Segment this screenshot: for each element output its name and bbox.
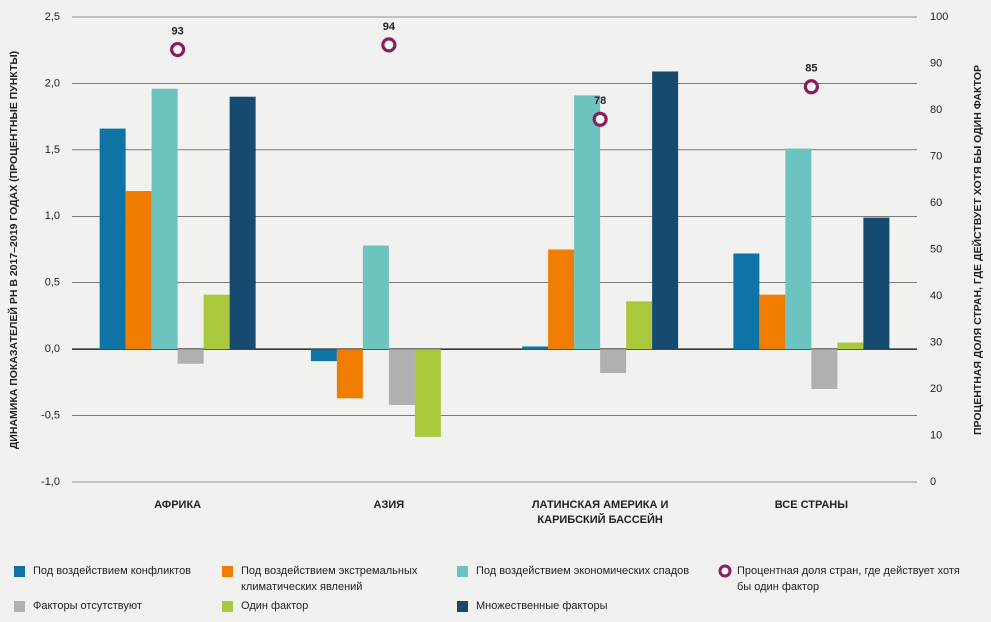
- x-tick-label: ЛАТИНСКАЯ АМЕРИКА И КАРИБСКИЙ БАССЕЙН: [531, 499, 669, 526]
- legend-label: Факторы отсутствуют: [33, 600, 142, 612]
- legend-label: Под воздействием конфликтов: [33, 565, 192, 577]
- y-tick-label: 0,5: [45, 277, 60, 289]
- y-tick-label: 0,0: [45, 343, 60, 355]
- y2-tick-label: 50: [930, 243, 942, 255]
- bar: [336, 349, 363, 399]
- bar: [151, 88, 178, 350]
- y2-tick-label: 90: [930, 57, 942, 69]
- bar: [785, 148, 812, 350]
- data-label: 85: [805, 63, 817, 75]
- percent-marker: [170, 41, 186, 58]
- bar: [811, 349, 838, 389]
- x-tick-label: АЗИЯ: [373, 499, 405, 511]
- y2-tick-label: 80: [930, 104, 942, 116]
- bar: [177, 349, 204, 364]
- y-tick-label: -1,0: [41, 476, 60, 488]
- bar: [362, 245, 389, 350]
- y-tick-label: -0,5: [41, 409, 60, 421]
- y2-tick-label: 0: [930, 476, 936, 488]
- y2-tick-label: 30: [930, 336, 942, 348]
- bar: [863, 217, 890, 350]
- y2-tick-label: 40: [930, 290, 942, 302]
- data-label: 93: [172, 25, 184, 37]
- y2-axis-label: ПРОЦЕНТНАЯ ДОЛЯ СТРАН, ГДЕ ДЕЙСТВУЕТ ХОТ…: [971, 65, 984, 435]
- percent-marker: [592, 111, 608, 127]
- y2-tick-label: 10: [930, 429, 942, 441]
- legend-marker: [718, 564, 732, 578]
- percent-marker: [381, 37, 397, 53]
- bar: [733, 253, 760, 350]
- legend-swatch: [457, 566, 468, 577]
- legend-swatch: [457, 601, 468, 612]
- legend-label: Процентная доля стран, где действует хот…: [737, 565, 960, 593]
- bar: [388, 349, 415, 405]
- bar: [548, 249, 575, 350]
- bar: [837, 342, 864, 350]
- bar: [125, 191, 152, 350]
- bar: [600, 349, 627, 374]
- bar: [652, 71, 679, 350]
- bar: [759, 294, 786, 350]
- bar: [203, 294, 230, 350]
- bar: [522, 346, 549, 350]
- legend-swatch: [222, 566, 233, 577]
- y2-tick-label: 20: [930, 383, 942, 395]
- x-tick-label: ВСЕ СТРАНЫ: [774, 499, 849, 511]
- y-tick-label: 2,0: [45, 77, 60, 89]
- data-label: 94: [383, 21, 396, 33]
- legend-label: Под воздействием экстремальных климатиче…: [241, 565, 418, 593]
- bar: [574, 95, 601, 350]
- y-axis-label: ДИНАМИКА ПОКАЗАТЕЛЕЙ РН В 2017–2019 ГОДА…: [7, 51, 20, 449]
- y-tick-label: 1,5: [45, 144, 60, 156]
- legend-label: Один фактор: [241, 600, 309, 612]
- data-label: 78: [594, 95, 606, 107]
- y2-tick-label: 100: [930, 11, 948, 23]
- legend-label: Под воздействием экономических спадов: [476, 565, 690, 577]
- bar: [310, 349, 337, 362]
- legend-swatch: [14, 601, 25, 612]
- x-tick-label: АФРИКА: [154, 499, 202, 511]
- bar: [414, 349, 441, 437]
- y-tick-label: 2,5: [45, 11, 60, 23]
- y-tick-label: 1,0: [45, 210, 60, 222]
- y2-tick-label: 60: [930, 197, 942, 209]
- bar: [626, 301, 653, 350]
- legend-swatch: [222, 601, 233, 612]
- bar: [99, 128, 126, 350]
- legend-label: Множественные факторы: [476, 600, 608, 612]
- bar: [229, 96, 256, 350]
- y2-tick-label: 70: [930, 150, 942, 162]
- percent-marker: [803, 79, 819, 95]
- legend-swatch: [14, 566, 25, 577]
